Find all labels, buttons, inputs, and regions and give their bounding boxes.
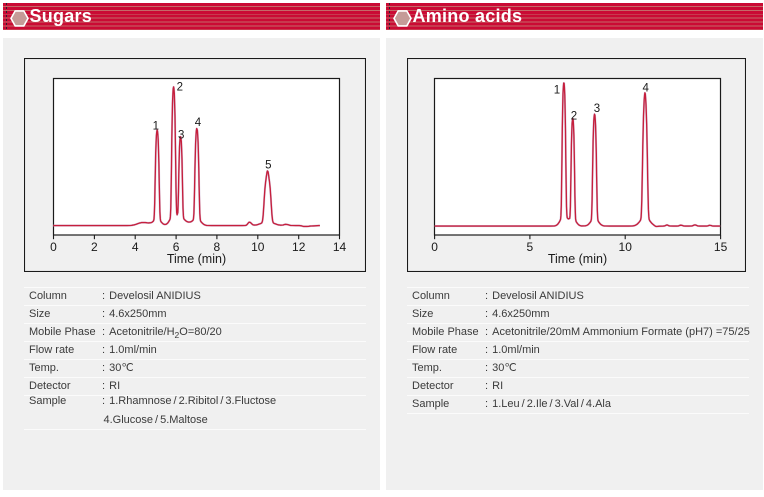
svg-text:Time (min): Time (min)	[548, 252, 607, 266]
svg-text:4: 4	[132, 239, 139, 253]
svg-text:0: 0	[431, 239, 438, 253]
svg-text:Time (min): Time (min)	[167, 252, 226, 266]
svg-text:4: 4	[195, 117, 202, 129]
svg-text:2: 2	[177, 81, 183, 93]
svg-text:8: 8	[214, 239, 221, 253]
svg-text:6: 6	[173, 239, 180, 253]
svg-text:1: 1	[554, 84, 560, 96]
svg-text:3: 3	[594, 103, 600, 115]
svg-text:4: 4	[642, 82, 649, 94]
svg-text:5: 5	[265, 159, 271, 171]
svg-text:10: 10	[251, 239, 265, 253]
svg-text:15: 15	[714, 239, 728, 253]
svg-text:12: 12	[292, 239, 306, 253]
svg-text:5: 5	[527, 239, 534, 253]
svg-text:10: 10	[619, 239, 633, 253]
svg-text:3: 3	[178, 129, 184, 141]
svg-text:0: 0	[50, 239, 57, 253]
svg-text:14: 14	[333, 239, 347, 253]
svg-text:1: 1	[153, 120, 159, 132]
svg-text:2: 2	[571, 110, 577, 122]
svg-text:2: 2	[91, 239, 98, 253]
